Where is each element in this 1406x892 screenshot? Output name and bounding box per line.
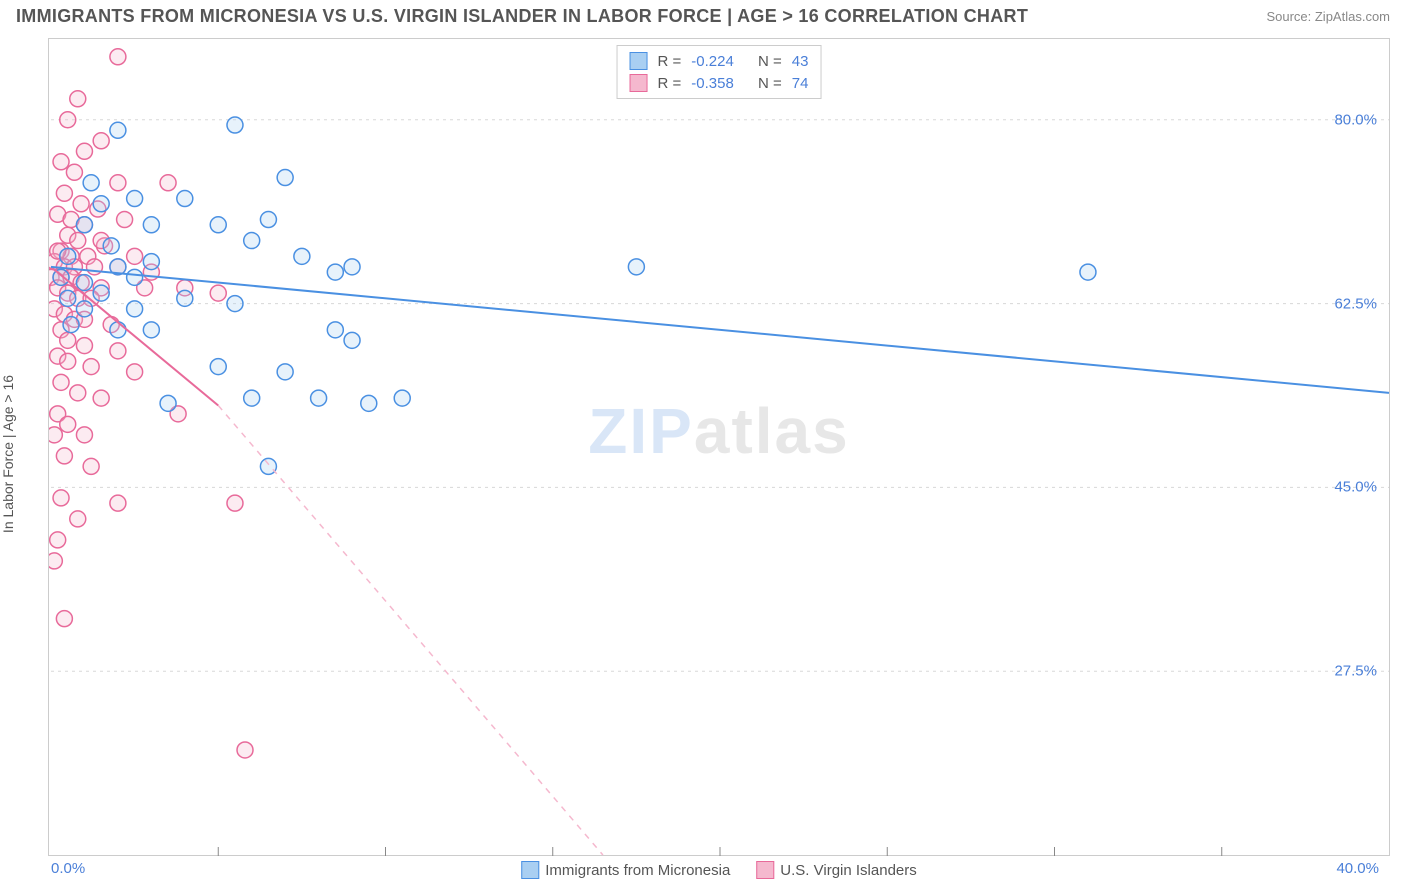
y-axis-label: In Labor Force | Age > 16 xyxy=(0,375,16,533)
x-axis-max-label: 40.0% xyxy=(1336,860,1379,877)
correlation-stats-box: R = -0.224 N = 43 R = -0.358 N = 74 xyxy=(617,45,822,99)
legend-item-pink: U.S. Virgin Islanders xyxy=(756,861,916,879)
y-tick-label: 45.0% xyxy=(1334,479,1377,496)
series-legend: Immigrants from Micronesia U.S. Virgin I… xyxy=(521,861,917,879)
n-value-pink: 74 xyxy=(792,75,809,92)
r-value-blue: -0.224 xyxy=(691,53,734,70)
source-attribution: Source: ZipAtlas.com xyxy=(1266,9,1390,24)
n-value-blue: 43 xyxy=(792,53,809,70)
stats-row-blue: R = -0.224 N = 43 xyxy=(630,50,809,72)
chart-title: IMMIGRANTS FROM MICRONESIA VS U.S. VIRGI… xyxy=(16,6,1028,27)
scatter-plot-svg xyxy=(49,39,1391,857)
r-label: R = xyxy=(658,53,682,70)
legend-label-pink: U.S. Virgin Islanders xyxy=(780,862,916,879)
x-axis-min-label: 0.0% xyxy=(51,860,85,877)
stats-row-pink: R = -0.358 N = 74 xyxy=(630,72,809,94)
y-tick-label: 62.5% xyxy=(1334,295,1377,312)
chart-area: ZIPatlas R = -0.224 N = 43 R = -0.358 N … xyxy=(48,38,1390,856)
legend-label-blue: Immigrants from Micronesia xyxy=(545,862,730,879)
r-value-pink: -0.358 xyxy=(691,75,734,92)
y-tick-label: 27.5% xyxy=(1334,663,1377,680)
swatch-blue-icon xyxy=(630,52,648,70)
swatch-pink-icon xyxy=(756,861,774,879)
swatch-pink-icon xyxy=(630,74,648,92)
swatch-blue-icon xyxy=(521,861,539,879)
n-label: N = xyxy=(758,53,782,70)
legend-item-blue: Immigrants from Micronesia xyxy=(521,861,730,879)
n-label: N = xyxy=(758,75,782,92)
y-tick-label: 80.0% xyxy=(1334,111,1377,128)
r-label: R = xyxy=(658,75,682,92)
